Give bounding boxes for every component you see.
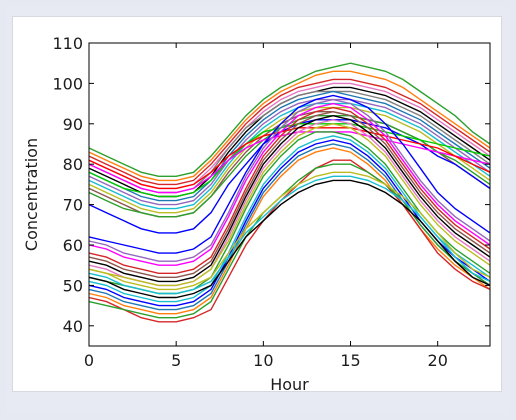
series-line-15 — [88, 131, 491, 194]
series-line-1 — [88, 62, 491, 178]
series-line-14 — [88, 123, 491, 198]
y-tick-label: 90 — [63, 115, 83, 134]
series-line-34 — [88, 171, 491, 291]
series-line-17 — [88, 94, 491, 254]
x-axis-label: Hour — [270, 375, 309, 394]
y-axis-label: Concentration — [22, 138, 41, 251]
x-tick-labels: 0 5 10 15 20 — [84, 351, 448, 370]
y-tick-label: 40 — [63, 317, 83, 336]
y-tick-label: 100 — [52, 74, 83, 93]
axis-ticks — [88, 42, 490, 346]
y-tick-label: 60 — [63, 236, 83, 255]
x-tick-label: 5 — [171, 351, 181, 370]
series-line-9 — [88, 102, 491, 210]
y-tick-label: 80 — [63, 155, 83, 174]
y-tick-label: 70 — [63, 196, 83, 215]
series-line-33 — [88, 175, 491, 295]
x-tick-label: 10 — [253, 351, 273, 370]
x-tick-label: 15 — [340, 351, 360, 370]
series-line-32 — [88, 179, 491, 299]
series-line-19 — [88, 102, 491, 266]
series-line-18 — [88, 98, 491, 262]
series-line-22 — [88, 114, 491, 283]
x-tick-label: 20 — [428, 351, 448, 370]
series-line-21 — [88, 110, 491, 278]
series-line-2 — [88, 70, 491, 182]
y-tick-label: 50 — [63, 276, 83, 295]
plot-area-border — [88, 42, 491, 347]
series-line-8 — [88, 98, 491, 206]
series-line-3 — [88, 78, 491, 186]
x-tick-label: 0 — [84, 351, 94, 370]
y-tick-labels: 40 50 60 70 80 90 100 110 — [52, 34, 83, 336]
series-line-7 — [88, 90, 491, 202]
series-lines — [88, 62, 491, 323]
series-line-31 — [88, 163, 491, 319]
series-line-30 — [88, 159, 491, 323]
series-line-20 — [88, 106, 491, 274]
series-line-16 — [88, 127, 491, 190]
series-line-24 — [88, 123, 491, 287]
y-tick-label: 110 — [52, 34, 83, 53]
